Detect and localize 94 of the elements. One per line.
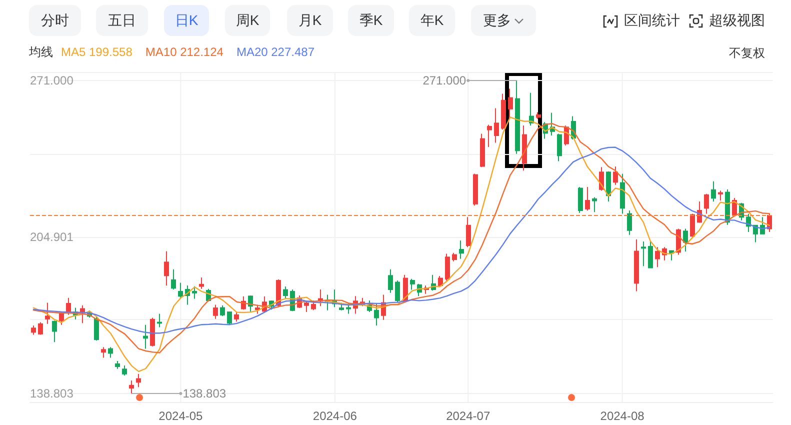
candlestick (515, 80, 520, 154)
candlestick (557, 133, 562, 162)
candlestick (101, 346, 106, 358)
tab-button: 月K (287, 5, 333, 36)
legend-title: 均线 (29, 45, 53, 59)
candlestick (641, 241, 646, 267)
candlestick (157, 313, 162, 328)
candlestick (466, 216, 471, 248)
x-tick-label: 2024-07 (446, 409, 490, 423)
x-tick-label: 2024-08 (600, 409, 645, 423)
candlestick (438, 276, 443, 288)
candlestick (459, 240, 464, 260)
candlestick (227, 311, 232, 326)
candlestick (339, 302, 344, 311)
candlestick (115, 360, 120, 370)
candlestick (501, 93, 506, 130)
annotation: 138.803 (182, 386, 226, 400)
candlestick (122, 365, 127, 376)
candlestick (683, 228, 688, 252)
candlestick (704, 193, 709, 214)
candlestick (473, 173, 478, 206)
candlestick (711, 180, 716, 202)
tab-button: 分时 (29, 5, 81, 36)
candlestick (164, 250, 169, 286)
candlestick (213, 304, 218, 320)
candlestick (199, 276, 204, 290)
candlestick (31, 325, 36, 336)
candlestick (395, 280, 400, 304)
candlestick (192, 286, 197, 300)
tab-button: 季K (348, 5, 394, 36)
candlestick (690, 213, 695, 238)
candlestick (171, 268, 176, 290)
candlestick (304, 300, 309, 313)
candlestick (536, 112, 541, 120)
candlestick (718, 190, 723, 202)
tab-button: 五日 (96, 5, 148, 36)
candlestick (136, 373, 141, 388)
candlestick (732, 197, 737, 217)
tab-button: 更多 (471, 5, 536, 36)
candlestick (403, 274, 408, 302)
candlestick (255, 304, 260, 314)
candlestick (606, 170, 611, 202)
candlestick (38, 322, 43, 336)
candlestick (234, 312, 239, 322)
line-series (32, 146, 770, 334)
candlestick (346, 302, 351, 314)
candlestick (487, 124, 492, 148)
candlestick (452, 252, 457, 262)
candlestick (108, 346, 113, 358)
text: MA20 227.487 (236, 45, 315, 59)
candlestick (283, 286, 288, 300)
candlestick (578, 186, 583, 214)
x-tick-label: 2024-05 (158, 409, 204, 423)
candlestick (45, 302, 50, 324)
candlestick (494, 108, 499, 144)
candlestick (374, 303, 379, 326)
candlestick (620, 173, 625, 214)
candlestick (522, 125, 527, 171)
y-tick-label: 271.000 (30, 74, 74, 88)
tab-button: 年K (409, 5, 455, 36)
candlestick (592, 196, 597, 213)
y-tick-label: 138.803 (30, 386, 74, 400)
candlestick (410, 278, 415, 290)
candlestick (480, 133, 485, 168)
candlestick (388, 268, 393, 294)
candlestick (508, 88, 513, 120)
candlestick (627, 210, 632, 236)
candlestick (178, 282, 183, 300)
candlestick (634, 238, 639, 292)
text: 不复权 (729, 45, 765, 62)
candlestick (220, 304, 225, 317)
text: 超级视图 (709, 12, 765, 30)
candlestick (248, 294, 253, 312)
text: MA5 199.558 (61, 45, 132, 59)
y-tick-label: 204.901 (30, 230, 74, 244)
annotation: 271.000 (422, 74, 466, 88)
tab-button: 周K (225, 5, 270, 36)
candlestick (648, 241, 653, 269)
text: 区间统计 (624, 12, 680, 30)
candlestick (585, 186, 590, 211)
candlestick (52, 320, 57, 343)
tab-button: 日K (164, 5, 209, 36)
candlestick (143, 324, 148, 350)
candlestick (94, 316, 99, 341)
candlestick (613, 166, 618, 186)
candlestick (669, 250, 674, 261)
text: MA10 212.124 (145, 45, 224, 59)
candlestick (529, 92, 534, 126)
candlestick (655, 246, 660, 268)
candlestick (445, 253, 450, 282)
candlestick (311, 300, 316, 311)
candlestick (129, 380, 134, 394)
candlestick (150, 317, 155, 347)
x-tick-label: 2024-06 (312, 409, 358, 423)
